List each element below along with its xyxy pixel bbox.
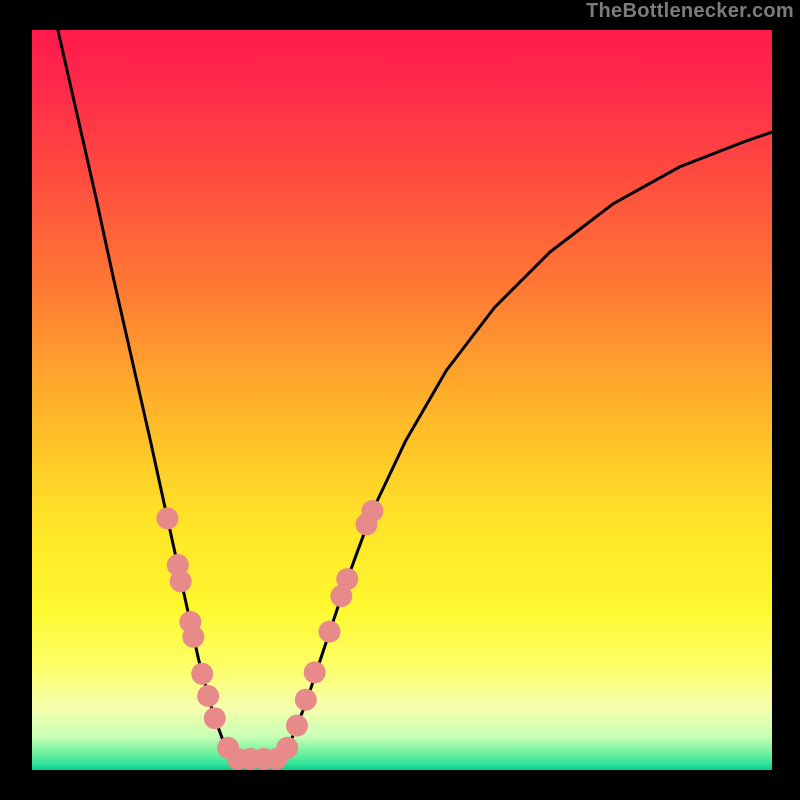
chart-root: TheBottlenecker.com — [0, 0, 800, 800]
curve-marker — [170, 570, 192, 592]
watermark-label: TheBottlenecker.com — [586, 0, 794, 23]
curve-marker — [197, 685, 219, 707]
curve-marker — [336, 568, 358, 590]
curve-marker — [182, 626, 204, 648]
plot-area — [32, 30, 772, 770]
curve-marker — [191, 663, 213, 685]
curve-marker — [318, 621, 340, 643]
curve-marker — [204, 707, 226, 729]
curve-marker — [295, 689, 317, 711]
curve-marker — [286, 715, 308, 737]
curve-marker — [361, 500, 383, 522]
curve-marker — [276, 737, 298, 759]
curve-marker — [304, 661, 326, 683]
gradient-chart — [0, 0, 800, 800]
curve-marker — [156, 507, 178, 529]
